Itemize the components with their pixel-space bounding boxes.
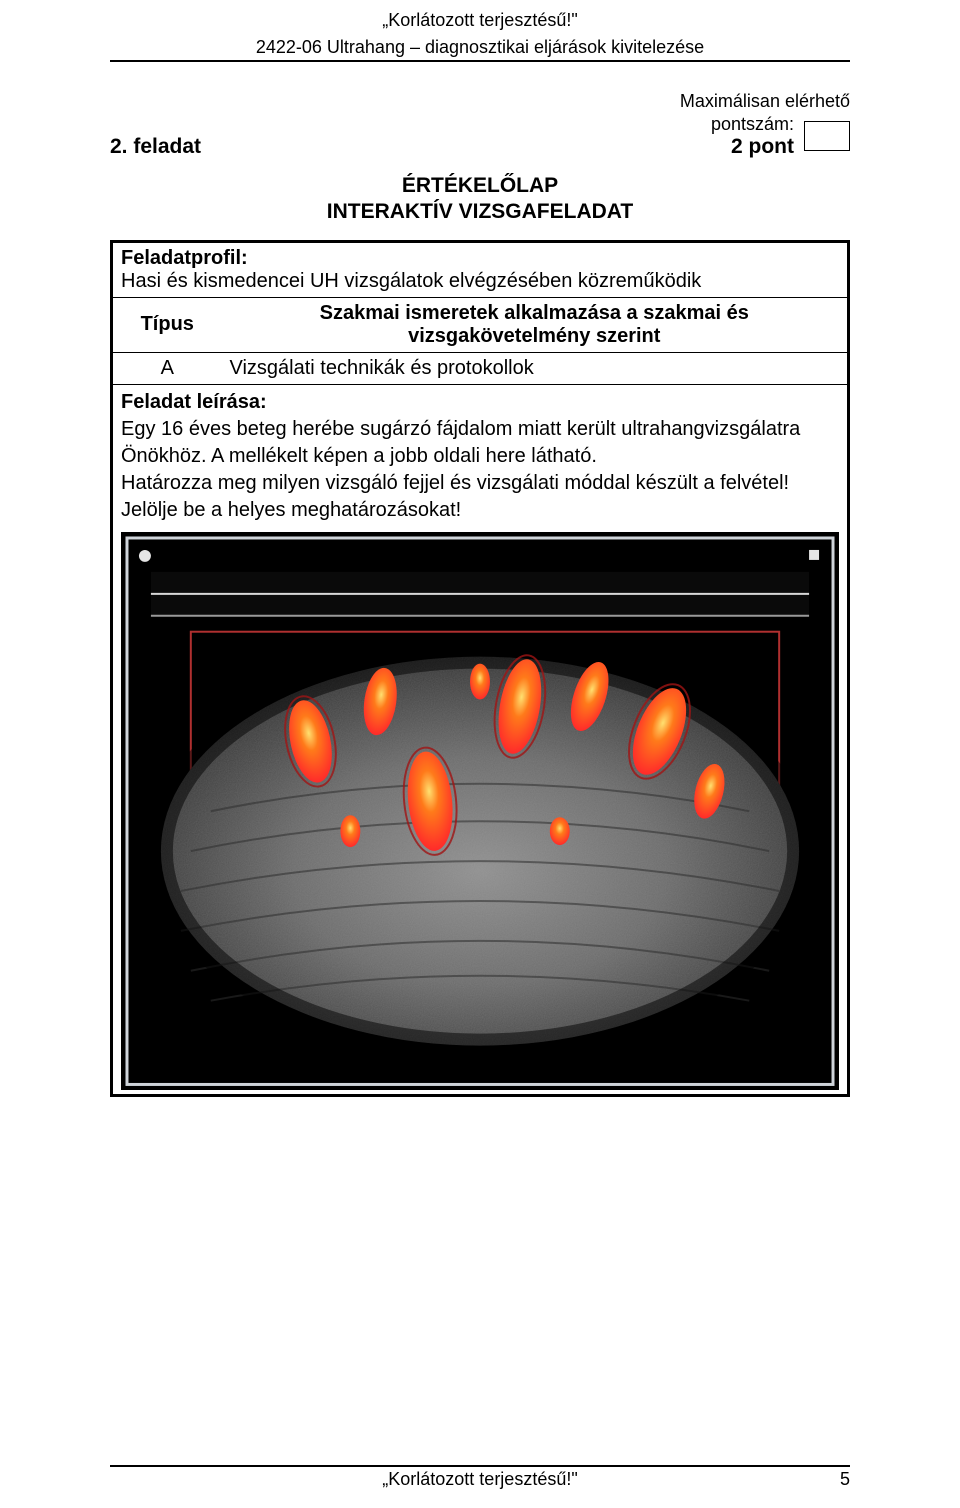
task-table: Feladatprofil: Hasi és kismedencei UH vi…	[110, 240, 850, 1097]
type-header: Típus	[112, 297, 222, 352]
desc-line2: Önökhöz. A mellékelt képen a jobb oldali…	[121, 445, 597, 467]
task-header-row: 2. feladat Maximálisan elérhető pontszám…	[110, 90, 850, 159]
sheet-titles: ÉRTÉKELŐLAP INTERAKTÍV VIZSGAFELADAT	[110, 173, 850, 226]
desc-line3: Határozza meg milyen vizsgáló fejjel és …	[121, 472, 789, 494]
footer: „Korlátozott terjesztésű!" 5	[110, 1465, 850, 1490]
desc-line4: Jelölje be a helyes meghatározásokat!	[121, 499, 461, 521]
points-value: 2 pont	[711, 135, 794, 159]
profile-label: Feladatprofil:	[121, 247, 248, 269]
task-label: 2. feladat	[110, 135, 201, 159]
max-points-label-2: pontszám:	[711, 113, 794, 136]
type-desc-line2: vizsgakövetelmény szerint	[408, 325, 660, 347]
score-input-box[interactable]	[804, 121, 850, 151]
row-a-code: A	[112, 352, 222, 384]
header-subject: 2422-06 Ultrahang – diagnosztikai eljárá…	[110, 37, 850, 62]
row-a-text: Vizsgálati technikák és protokollok	[222, 352, 849, 384]
title-line-2: INTERAKTÍV VIZSGAFELADAT	[110, 199, 850, 225]
type-desc-line1: Szakmai ismeretek alkalmazása a szakmai …	[320, 302, 749, 324]
desc-label: Feladat leírása:	[121, 391, 267, 413]
points-block: Maximálisan elérhető pontszám: 2 pont	[680, 90, 850, 159]
type-desc: Szakmai ismeretek alkalmazása a szakmai …	[222, 297, 849, 352]
profile-text: Hasi és kismedencei UH vizsgálatok elvég…	[121, 270, 701, 292]
title-line-1: ÉRTÉKELŐLAP	[110, 173, 850, 199]
header-restricted: „Korlátozott terjesztésű!"	[110, 10, 850, 31]
footer-restricted: „Korlátozott terjesztésű!"	[110, 1469, 850, 1490]
desc-line1: Egy 16 éves beteg herébe sugárzó fájdalo…	[121, 418, 800, 440]
ultrasound-svg	[121, 532, 839, 1090]
max-points-label-1: Maximálisan elérhető	[680, 90, 850, 113]
ultrasound-image	[121, 532, 839, 1090]
